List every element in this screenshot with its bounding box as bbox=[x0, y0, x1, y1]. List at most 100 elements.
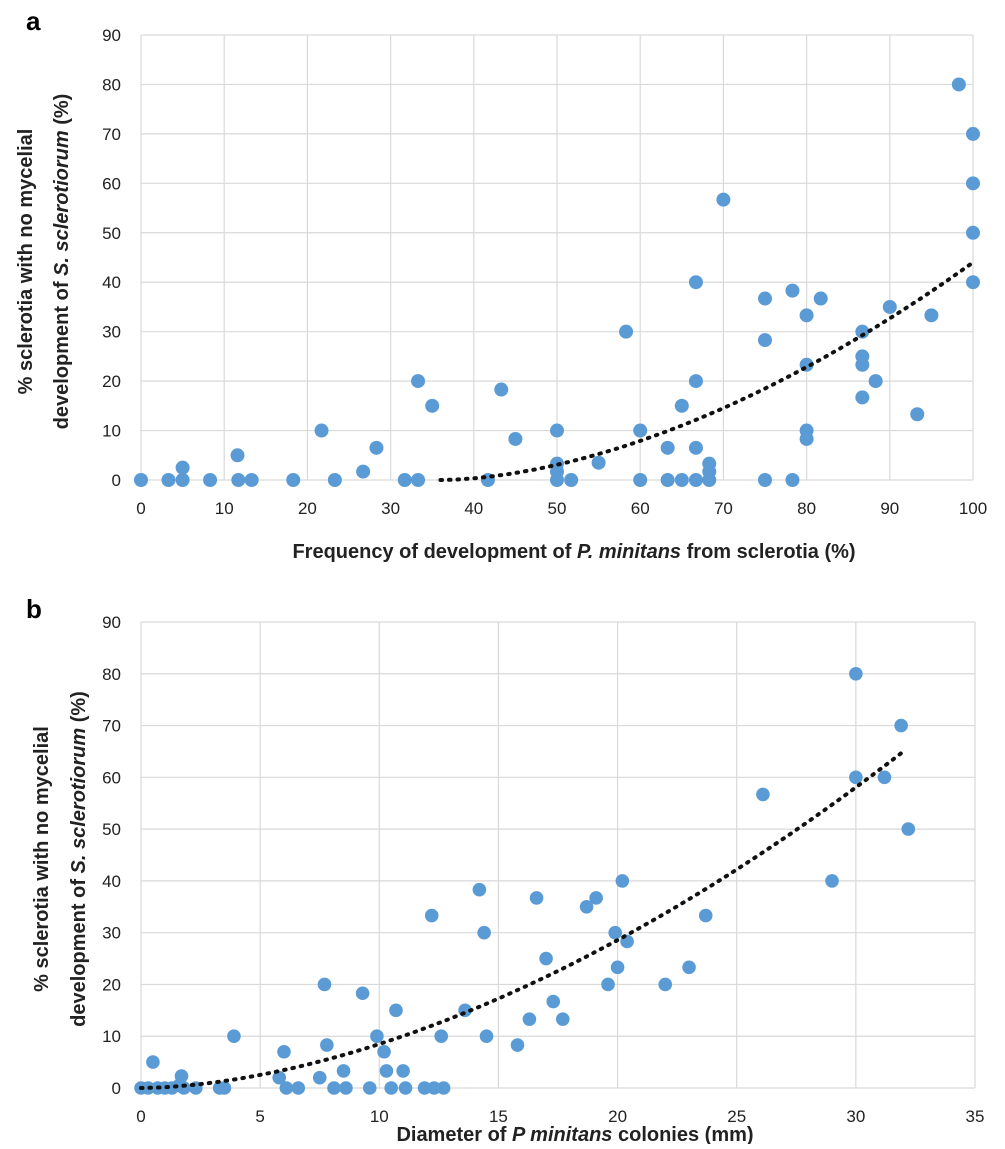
data-point bbox=[146, 1055, 160, 1069]
data-point bbox=[175, 460, 190, 475]
y-tick-labels: 0 10 20 30 40 50 60 70 80 90 bbox=[102, 613, 121, 1098]
x-tick-label: 40 bbox=[464, 499, 483, 518]
data-point bbox=[799, 431, 814, 446]
data-point bbox=[244, 473, 259, 487]
x-tick-label: 100 bbox=[959, 499, 987, 518]
x-tick-label: 5 bbox=[255, 1107, 264, 1126]
x-tick-label: 90 bbox=[880, 499, 899, 518]
data-point bbox=[175, 473, 190, 487]
panel-a-letter: a bbox=[26, 6, 41, 36]
data-point bbox=[608, 925, 622, 940]
data-point bbox=[279, 1081, 294, 1095]
data-point bbox=[579, 899, 594, 914]
data-point bbox=[966, 225, 980, 240]
data-point bbox=[434, 1029, 449, 1044]
x-tick-label: 25 bbox=[727, 1107, 746, 1126]
data-point bbox=[320, 1038, 334, 1052]
data-point bbox=[674, 473, 689, 487]
x-axis-title: Frequency of development of P. minitans … bbox=[292, 541, 855, 563]
x-tick-label: 20 bbox=[298, 499, 317, 518]
y-tick-label: 90 bbox=[102, 613, 121, 632]
data-point bbox=[203, 473, 218, 487]
data-point bbox=[849, 770, 863, 785]
x-tick-label: 60 bbox=[631, 499, 650, 518]
data-point bbox=[472, 882, 487, 897]
x-tick-label: 50 bbox=[548, 499, 567, 518]
data-point bbox=[529, 891, 544, 905]
data-points bbox=[134, 77, 980, 487]
data-point bbox=[555, 1012, 570, 1026]
panel-b-letter: b bbox=[26, 594, 42, 624]
data-point bbox=[546, 994, 561, 1009]
data-point bbox=[161, 473, 176, 487]
data-point bbox=[702, 473, 717, 487]
y-tick-label: 30 bbox=[102, 323, 121, 342]
x-tick-label: 10 bbox=[370, 1107, 389, 1126]
data-point bbox=[825, 874, 839, 888]
data-point bbox=[688, 374, 703, 389]
y-tick-label: 50 bbox=[102, 224, 121, 243]
data-point bbox=[522, 1012, 537, 1026]
data-point bbox=[494, 382, 509, 397]
x-tick-label: 20 bbox=[608, 1107, 627, 1126]
data-point bbox=[397, 473, 412, 487]
y-tick-label: 10 bbox=[102, 422, 121, 441]
data-point bbox=[716, 192, 731, 207]
data-point bbox=[379, 1064, 394, 1078]
data-point bbox=[633, 473, 648, 487]
data-point bbox=[389, 1003, 403, 1018]
data-point bbox=[174, 1069, 189, 1083]
data-point bbox=[286, 473, 301, 487]
data-point bbox=[362, 1081, 377, 1095]
data-point bbox=[785, 473, 800, 487]
trendline bbox=[438, 260, 975, 482]
y-axis-title-line2: development of S. sclerotiorum (%) bbox=[51, 94, 73, 430]
x-tick-label: 30 bbox=[846, 1107, 865, 1126]
y-axis-title-line2: development of S. sclerotiorum (%) bbox=[68, 691, 90, 1027]
data-point bbox=[966, 275, 980, 290]
x-tick-label: 0 bbox=[136, 1107, 145, 1126]
y-tick-label: 80 bbox=[102, 75, 121, 94]
data-point bbox=[396, 1064, 410, 1078]
data-point bbox=[849, 666, 863, 681]
data-point bbox=[317, 977, 332, 992]
data-point bbox=[855, 390, 870, 405]
y-tick-label: 40 bbox=[102, 872, 121, 891]
y-tick-label: 50 bbox=[102, 820, 121, 839]
data-point bbox=[427, 1081, 441, 1095]
gridlines bbox=[140, 34, 974, 481]
data-point bbox=[966, 126, 980, 141]
y-tick-label: 70 bbox=[102, 125, 121, 144]
data-point bbox=[868, 374, 883, 389]
y-tick-label: 0 bbox=[112, 471, 121, 490]
data-point bbox=[377, 1044, 391, 1059]
data-point bbox=[398, 1081, 413, 1095]
y-axis-title-line1: % sclerotia with no mycelial bbox=[31, 726, 53, 992]
data-point bbox=[785, 283, 800, 298]
data-point bbox=[615, 874, 630, 888]
y-tick-label: 40 bbox=[102, 273, 121, 292]
data-point bbox=[688, 440, 703, 455]
data-point bbox=[688, 473, 703, 487]
y-tick-label: 90 bbox=[102, 26, 121, 45]
data-point bbox=[177, 1081, 191, 1095]
data-point bbox=[758, 291, 772, 306]
y-tick-label: 20 bbox=[102, 372, 121, 391]
y-tick-labels: 0 10 20 30 40 50 60 70 80 90 bbox=[102, 26, 121, 490]
data-point bbox=[230, 448, 245, 463]
x-tick-labels: 0 5 10 15 20 25 30 35 bbox=[136, 1107, 984, 1126]
data-point bbox=[601, 977, 615, 992]
data-point bbox=[550, 473, 564, 487]
x-tick-label: 70 bbox=[714, 499, 733, 518]
data-point bbox=[370, 1029, 384, 1044]
data-point bbox=[799, 308, 814, 323]
panel-b-chart: b 0 10 20 30 40 50 60 70 80 90 0 5 10 15 20 25 30 35 Diame… bbox=[26, 594, 984, 1146]
y-tick-label: 70 bbox=[102, 717, 121, 736]
data-point bbox=[327, 473, 342, 487]
data-point bbox=[539, 951, 553, 966]
x-tick-labels: 0 10 20 30 40 50 60 70 80 90 100 bbox=[136, 499, 987, 518]
data-point bbox=[277, 1044, 291, 1059]
data-point bbox=[424, 908, 439, 923]
